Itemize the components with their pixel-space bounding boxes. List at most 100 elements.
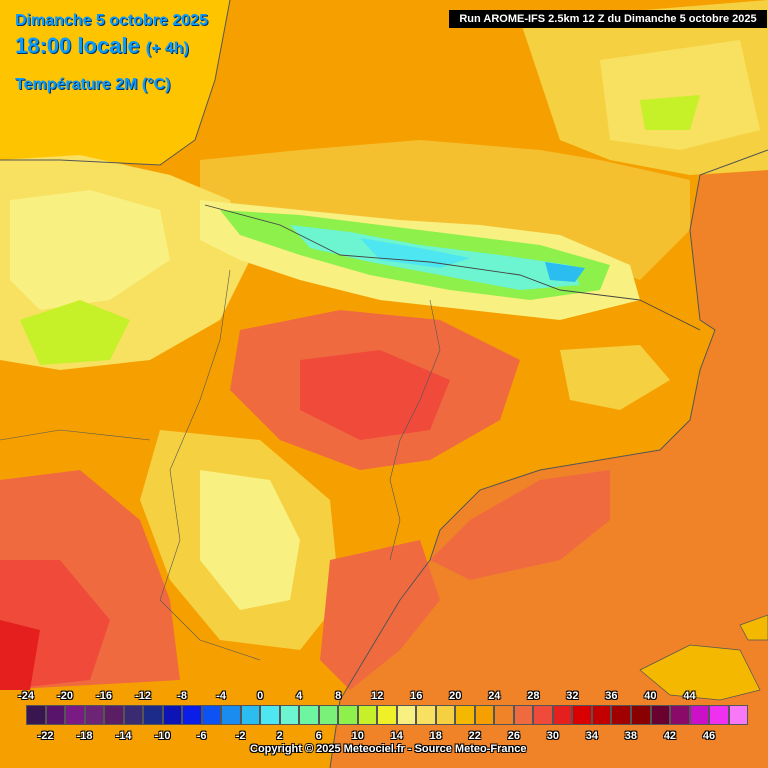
legend-swatch xyxy=(377,705,397,725)
time-label: 18:00 locale xyxy=(15,33,140,58)
northeast-high xyxy=(600,40,760,150)
legend-swatch xyxy=(143,705,163,725)
atlantic-coastline xyxy=(0,0,231,166)
legend-swatch xyxy=(494,705,514,725)
western-cool-patch xyxy=(20,300,130,365)
ebro-hot-core xyxy=(300,350,450,440)
legend-tick-label: 24 xyxy=(488,690,501,702)
legend-tick-label: -2 xyxy=(235,730,246,742)
legend-swatch xyxy=(162,705,183,725)
legend-swatch xyxy=(728,705,749,725)
legend-tick-label: -14 xyxy=(115,730,132,742)
region-border-south xyxy=(0,429,151,441)
legend-swatch xyxy=(104,705,124,725)
legend-swatch xyxy=(279,705,300,725)
legend-swatch xyxy=(221,705,241,725)
legend-tick-label: 20 xyxy=(449,690,462,702)
color-legend: -24 -22 -20 -18 -16 -14 -12 -10 -8 -6 -4 -2 0 2 4 6 8 10 1… xyxy=(18,688,749,766)
france-spain-border xyxy=(204,204,701,331)
legend-swatch xyxy=(84,705,105,725)
legend-swatch xyxy=(182,705,202,725)
mallorca xyxy=(639,644,761,701)
legend-swatch xyxy=(552,705,573,725)
legend-swatch xyxy=(709,705,729,725)
legend-swatch xyxy=(260,705,280,725)
legend-tick-label: 40 xyxy=(644,690,657,702)
legend-swatch xyxy=(689,705,710,725)
legend-swatch xyxy=(357,705,378,725)
northeast-cool-spot xyxy=(640,95,700,130)
pyrenees-peak xyxy=(545,262,585,282)
legend-tick-label: 34 xyxy=(585,730,599,742)
legend-tick-label: 8 xyxy=(335,690,342,702)
legend-swatch xyxy=(299,705,319,725)
legend-swatch xyxy=(513,705,534,725)
legend-swatch xyxy=(650,705,671,725)
legend-tick-label: 22 xyxy=(468,730,481,742)
legend-swatch xyxy=(630,705,651,725)
legend-swatch xyxy=(670,705,690,725)
legend-swatch xyxy=(533,705,553,725)
legend-swatch xyxy=(318,705,339,725)
mediterranean-coastline xyxy=(329,149,768,768)
legend-swatch xyxy=(416,705,436,725)
legend-tick-label: 4 xyxy=(296,690,303,702)
legend-tick-label: 36 xyxy=(605,690,618,702)
legend-swatch xyxy=(123,705,144,725)
iberian-high xyxy=(200,470,300,610)
legend-tick-label: -22 xyxy=(37,730,54,742)
pyrenees-summits xyxy=(360,238,470,268)
legend-swatch xyxy=(474,705,495,725)
legend-tick-label: 30 xyxy=(546,730,559,742)
legend-tick-label: -4 xyxy=(216,690,227,702)
legend-tick-label: 44 xyxy=(683,690,696,702)
legend-swatch xyxy=(591,705,612,725)
run-info: Run AROME-IFS 2.5km 12 Z du Dimanche 5 o… xyxy=(449,10,767,28)
legend-swatch xyxy=(396,705,417,725)
legend-swatch xyxy=(455,705,475,725)
legend-tick-label: -16 xyxy=(96,690,112,702)
legend-swatch xyxy=(201,705,222,725)
legend-swatch xyxy=(45,705,66,725)
legend-tick-label: 16 xyxy=(410,690,423,702)
copyright-text: Copyright © 2025 Meteociel.fr - Source M… xyxy=(250,743,527,755)
basque-mountains xyxy=(10,190,170,310)
legend-color-bar xyxy=(26,705,749,725)
parameter-title: Température 2M (°C) xyxy=(15,76,171,93)
legend-tick-label: -18 xyxy=(76,730,93,742)
legend-tick-label: -8 xyxy=(177,690,187,702)
legend-tick-label: 10 xyxy=(351,730,364,742)
legend-tick-label: 0 xyxy=(257,690,264,702)
legend-tick-label: 12 xyxy=(371,690,384,702)
legend-swatch xyxy=(435,705,456,725)
legend-tick-label: 6 xyxy=(315,730,322,742)
legend-swatch xyxy=(65,705,85,725)
region-border-west xyxy=(159,269,261,661)
legend-tick-label: -12 xyxy=(135,690,152,702)
legend-tick-label: 32 xyxy=(566,690,579,702)
catalonia-hills xyxy=(560,345,670,410)
legend-tick-label: -6 xyxy=(196,730,207,742)
legend-swatch xyxy=(26,705,46,725)
legend-tick-label: 38 xyxy=(624,730,638,742)
legend-tick-label: 14 xyxy=(390,730,403,742)
legend-swatch xyxy=(338,705,358,725)
sea-warm-patch xyxy=(430,470,610,580)
legend-tick-label: -20 xyxy=(57,690,73,702)
legend-tick-label: 42 xyxy=(663,730,677,742)
legend-tick-label: -10 xyxy=(154,730,171,742)
legend-swatch xyxy=(240,705,261,725)
menorca xyxy=(739,614,768,641)
legend-tick-label: 28 xyxy=(527,690,540,702)
legend-swatch xyxy=(611,705,631,725)
forecast-date: Dimanche 5 octobre 2025 xyxy=(15,12,208,29)
legend-tick-label: 46 xyxy=(702,730,716,742)
atlantic-sea xyxy=(0,0,230,165)
valencia-coast xyxy=(320,540,440,690)
southwest-hottest xyxy=(0,620,40,690)
legend-tick-label: -24 xyxy=(18,690,34,702)
legend-tick-label: 18 xyxy=(429,730,442,742)
legend-swatch xyxy=(572,705,592,725)
